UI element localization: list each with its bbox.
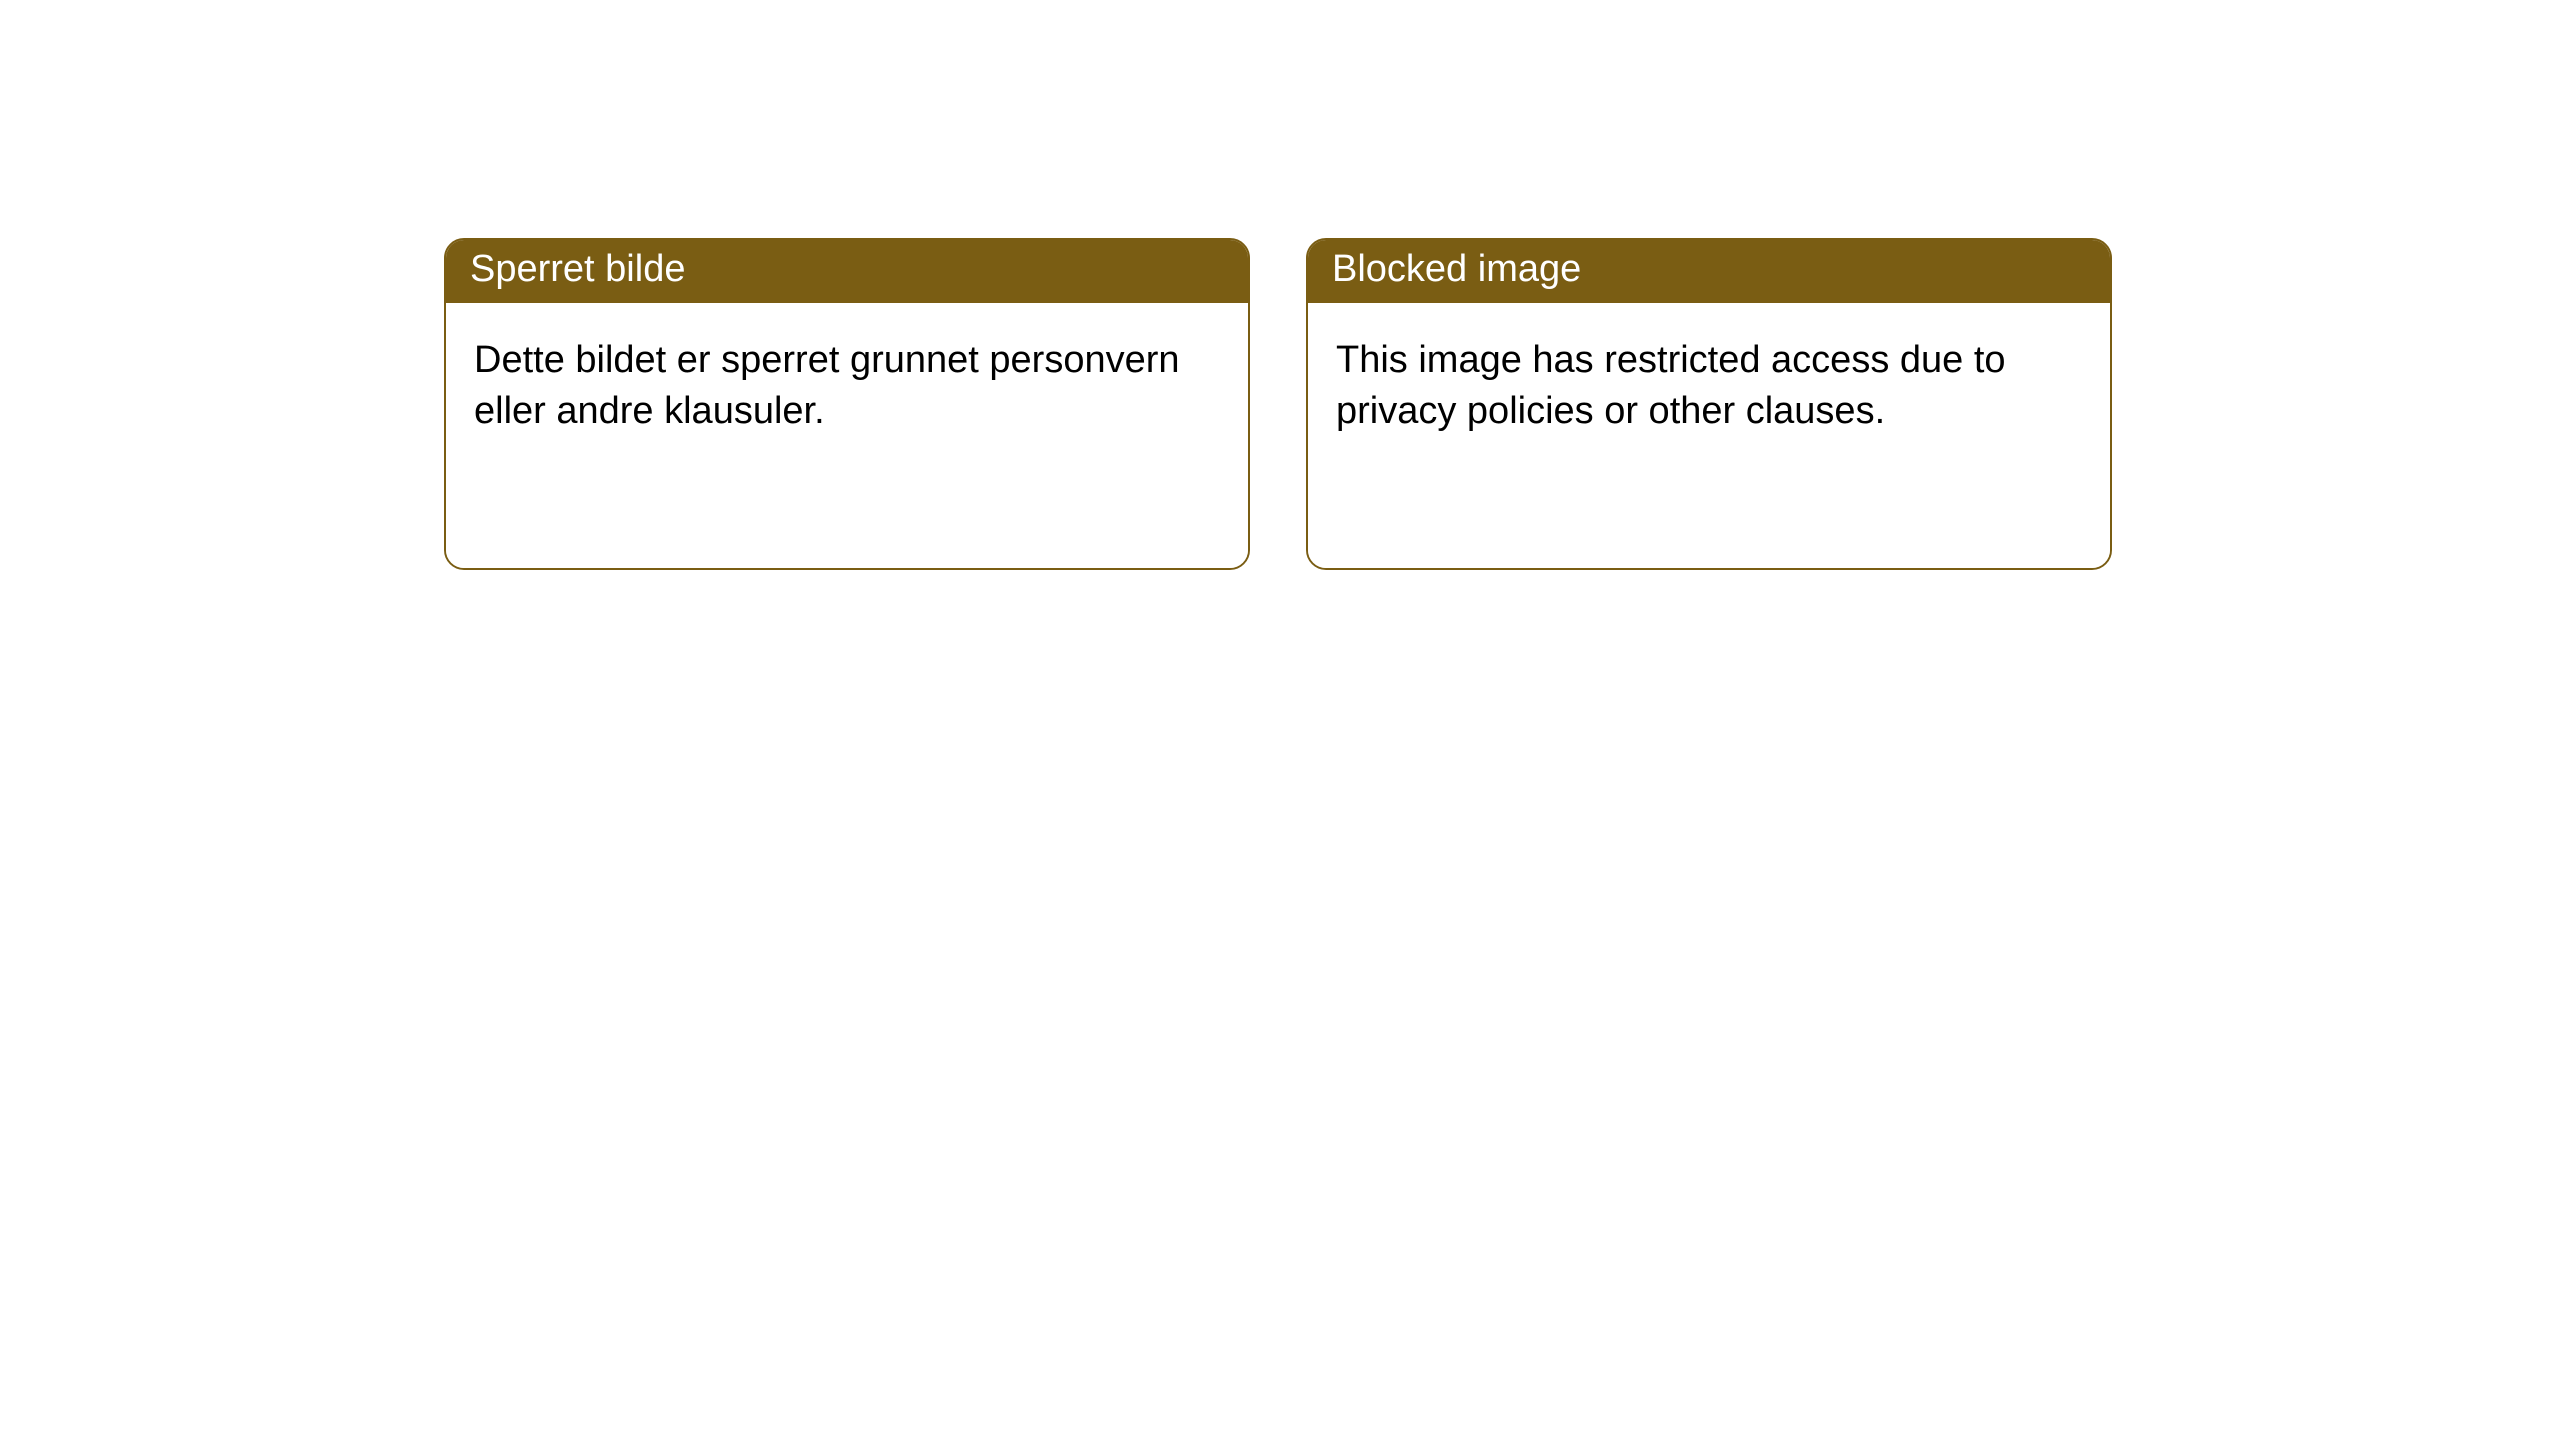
cards-container: Sperret bilde Dette bildet er sperret gr… (0, 0, 2560, 570)
card-header: Sperret bilde (446, 240, 1248, 303)
card-header: Blocked image (1308, 240, 2110, 303)
blocked-image-card-no: Sperret bilde Dette bildet er sperret gr… (444, 238, 1250, 570)
blocked-image-card-en: Blocked image This image has restricted … (1306, 238, 2112, 570)
card-body: Dette bildet er sperret grunnet personve… (446, 303, 1248, 568)
card-body: This image has restricted access due to … (1308, 303, 2110, 568)
